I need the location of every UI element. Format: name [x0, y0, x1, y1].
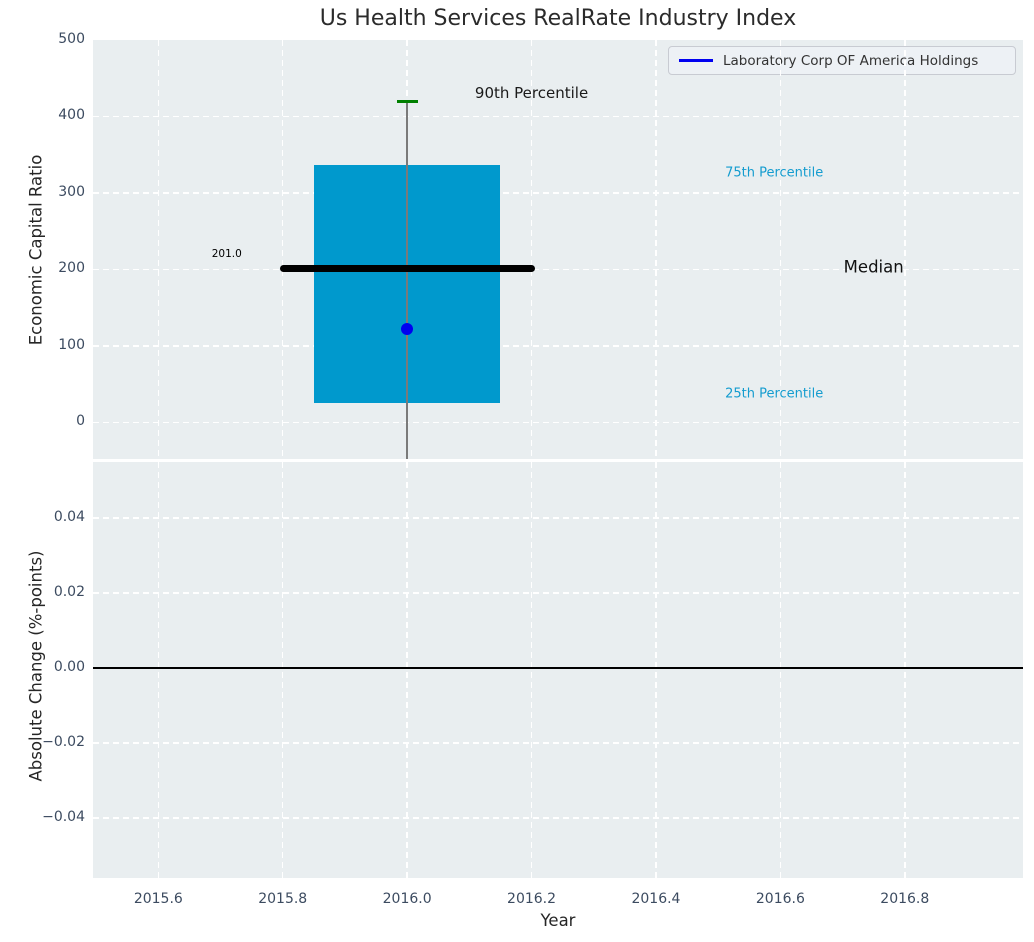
company-data-point	[401, 323, 414, 336]
x-tick-label: 2016.4	[631, 891, 681, 907]
x-gridline	[281, 40, 284, 459]
bottom-axes-panel	[93, 462, 1023, 878]
p75-label: 75th Percentile	[725, 165, 824, 181]
legend-series-label: Laboratory Corp OF America Holdings	[723, 52, 979, 69]
x-gridline	[655, 40, 657, 459]
y-gridline	[93, 817, 1023, 819]
bottom-y-tick-label: −0.02	[42, 734, 85, 751]
top-y-tick-label: 100	[58, 336, 85, 353]
top-axes-panel	[93, 40, 1023, 459]
top-y-tick-label: 400	[58, 107, 85, 124]
x-gridline	[904, 462, 906, 878]
median-line	[279, 265, 535, 273]
x-gridline	[406, 462, 408, 878]
legend-line-swatch-icon	[679, 59, 713, 62]
whisker-line	[406, 101, 408, 459]
x-tick-label: 2015.6	[133, 891, 183, 907]
y-gridline	[93, 268, 1023, 271]
y-gridline	[93, 115, 1023, 118]
x-gridline	[530, 462, 533, 878]
y-gridline	[93, 592, 1023, 594]
top-y-tick-label: 200	[58, 260, 85, 277]
p90-label: 90th Percentile	[474, 83, 589, 102]
x-tick-label: 2016.8	[880, 891, 930, 907]
chart-title: Us Health Services RealRate Industry Ind…	[319, 6, 797, 31]
x-gridline	[157, 40, 160, 459]
x-axis-label: Year	[540, 911, 576, 930]
y-gridline	[93, 742, 1023, 744]
legend-box: Laboratory Corp OF America Holdings	[668, 46, 1016, 75]
x-gridline	[157, 462, 160, 878]
x-tick-label: 2016.2	[507, 891, 557, 907]
x-tick-label: 2015.8	[258, 891, 308, 907]
y-gridline	[93, 345, 1023, 347]
x-gridline	[655, 462, 657, 878]
p25-label: 25th Percentile	[725, 386, 824, 402]
top-y-tick-label: 500	[58, 31, 85, 47]
x-tick-label: 2016.6	[755, 891, 805, 907]
p90-cap	[396, 99, 418, 103]
top-y-tick-label: 0	[76, 413, 85, 430]
bottom-y-tick-label: 0.04	[53, 509, 85, 526]
y-gridline	[93, 421, 1023, 424]
median-label: Median	[843, 257, 904, 277]
x-gridline	[281, 462, 284, 878]
zero-line	[93, 667, 1023, 670]
median-value-label: 201.0	[211, 248, 242, 261]
x-tick-label: 2016.0	[382, 891, 432, 907]
bottom-y-tick-label: −0.04	[42, 809, 85, 826]
y-gridline	[93, 517, 1023, 519]
x-gridline	[530, 40, 533, 459]
bottom-y-tick-label: 0.00	[53, 659, 85, 676]
x-gridline	[904, 40, 906, 459]
x-gridline	[779, 40, 782, 459]
top-y-tick-label: 300	[58, 183, 85, 200]
y-gridline	[93, 192, 1023, 194]
x-gridline	[779, 462, 782, 878]
bottom-y-tick-label: 0.02	[53, 584, 85, 601]
